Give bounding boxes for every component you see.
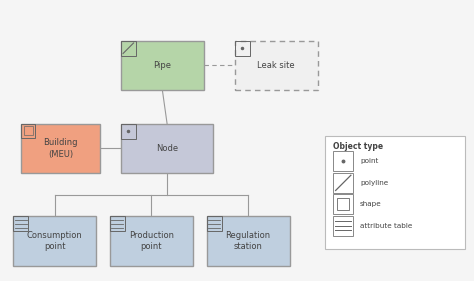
Bar bbox=[333, 216, 353, 236]
Text: Object type: Object type bbox=[333, 142, 383, 151]
Text: shape: shape bbox=[360, 201, 382, 207]
Bar bbox=[21, 124, 36, 138]
Text: Leak site: Leak site bbox=[257, 61, 295, 70]
Bar bbox=[333, 151, 353, 171]
Bar bbox=[121, 124, 213, 173]
Bar bbox=[207, 216, 290, 266]
Bar bbox=[24, 126, 33, 135]
Bar bbox=[110, 216, 125, 231]
Bar bbox=[333, 194, 353, 214]
Bar bbox=[110, 216, 193, 266]
Bar bbox=[13, 216, 28, 231]
Bar bbox=[235, 41, 318, 90]
Text: Consumption
point: Consumption point bbox=[27, 230, 82, 251]
Bar bbox=[337, 198, 349, 210]
Bar bbox=[207, 216, 221, 231]
Text: polyline: polyline bbox=[360, 180, 388, 186]
Text: Pipe: Pipe bbox=[154, 61, 171, 70]
Text: Building
(MEU): Building (MEU) bbox=[43, 138, 78, 159]
Bar bbox=[325, 136, 465, 249]
Bar bbox=[333, 173, 353, 193]
Text: attribute table: attribute table bbox=[360, 223, 412, 229]
Bar bbox=[21, 124, 100, 173]
Bar bbox=[121, 124, 136, 139]
Bar bbox=[121, 41, 136, 56]
Text: Production
point: Production point bbox=[129, 230, 174, 251]
Bar bbox=[121, 41, 204, 90]
Text: point: point bbox=[360, 158, 378, 164]
Text: Node: Node bbox=[156, 144, 178, 153]
Bar bbox=[235, 41, 249, 56]
Text: Regulation
station: Regulation station bbox=[226, 230, 271, 251]
Bar bbox=[13, 216, 96, 266]
